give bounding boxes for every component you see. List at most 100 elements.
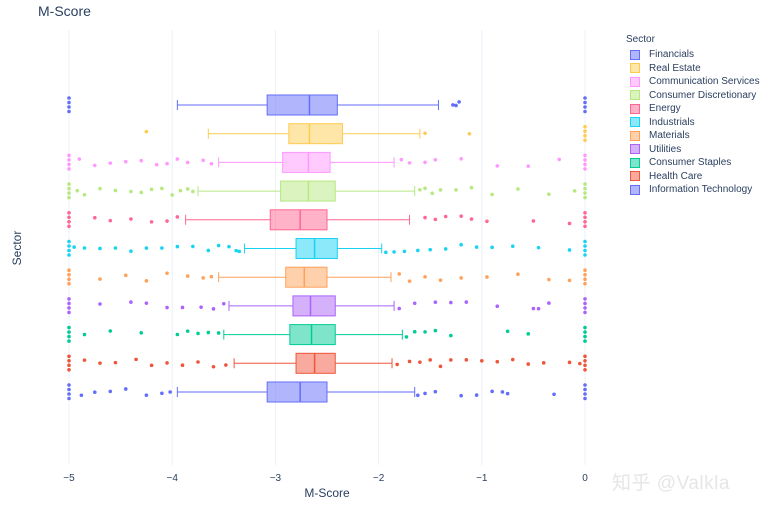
outlier-point [516,272,520,277]
outlier-point [67,363,71,368]
outlier-point [108,389,113,394]
outlier-point [583,272,587,277]
outlier-point [134,357,138,362]
outlier-point [67,301,71,306]
outlier-point [139,190,144,195]
outlier-point [67,158,71,162]
legend-item[interactable]: Consumer Staples [626,156,760,170]
outlier-point [464,300,469,304]
outlier-point [206,248,211,253]
outlier-point [397,272,402,276]
legend-swatch [630,90,640,101]
outlier-point [98,361,102,365]
outlier-point [67,182,71,186]
legend-item[interactable]: Utilities [626,143,760,157]
outlier-point [392,250,396,254]
legend-swatch [630,130,640,141]
outlier-point [583,211,587,215]
outlier-point [154,162,159,167]
legend-label: Consumer Staples [649,157,732,169]
outlier-point [384,250,388,255]
legend-item[interactable]: Materials [626,129,760,143]
outlier-point [485,275,489,279]
outlier-point [443,214,448,219]
outlier-point [583,339,587,343]
outlier-point [67,211,71,215]
legend-swatch [630,171,640,182]
outlier-point [583,325,587,330]
outlier-point [583,182,587,186]
outlier-point [185,160,190,165]
outlier-point [495,304,500,308]
outlier-point [567,360,572,365]
outlier-point [227,244,231,249]
legend-item[interactable]: Consumer Discretionary [626,89,760,103]
outlier-point [583,153,587,158]
legend-item[interactable]: Health Care [626,170,760,184]
legend-item[interactable]: Real Estate [626,62,760,76]
legend-item[interactable]: Industrials [626,116,760,130]
legend-item[interactable]: Financials [626,48,760,62]
outlier-point [67,105,71,109]
outlier-point [191,189,195,194]
outlier-point [583,215,587,220]
outlier-point [67,215,71,220]
outlier-point [567,221,572,226]
outlier-point [160,186,164,191]
outlier-point [67,272,71,277]
outlier-point [547,277,551,282]
outlier-point [180,305,185,310]
outlier-point [108,161,113,165]
outlier-point [433,300,438,304]
outlier-point [583,334,587,339]
legend-item[interactable]: Energy [626,102,760,116]
legend-swatch [630,63,640,74]
outlier-point [423,391,427,396]
outlier-point [67,387,71,392]
outlier-point [82,358,87,362]
outlier-point [583,363,587,368]
outlier-point [165,361,169,365]
outlier-point [469,185,474,190]
outlier-point [178,188,183,193]
outlier-point [67,248,71,253]
outlier-point [430,191,435,196]
outlier-point [82,246,87,250]
outlier-point [224,363,228,367]
outlier-point [123,159,128,164]
legend-item[interactable]: Communication Services [626,75,760,89]
outlier-point [407,161,412,165]
outlier-point [583,354,587,359]
outlier-point [583,387,587,392]
outlier-point [201,158,205,163]
outlier-point [567,278,572,283]
outlier-point [433,328,438,333]
outlier-point [67,325,71,330]
outlier-point [67,224,71,229]
outlier-point [185,274,190,278]
outlier-point [144,246,149,250]
box-iqr [289,324,336,346]
outlier-point [67,195,71,200]
outlier-point [170,193,174,197]
outlier-point [583,167,587,171]
outlier-point [79,393,84,398]
legend-item[interactable]: Information Technology [626,183,760,197]
outlier-point [129,249,133,254]
outlier-point [443,247,448,251]
outlier-point [423,330,427,334]
outlier-point [67,100,71,105]
outlier-point [407,359,412,364]
outlier-point [583,100,587,105]
outlier-point [572,189,577,193]
outlier-point [474,245,479,249]
outlier-point [165,161,169,166]
outlier-point [211,307,216,311]
outlier-point [98,302,102,306]
outlier-point [93,215,97,220]
outlier-point [583,396,587,401]
legend-label: Financials [649,49,695,61]
outlier-point [67,277,71,282]
outlier-point [237,249,242,254]
